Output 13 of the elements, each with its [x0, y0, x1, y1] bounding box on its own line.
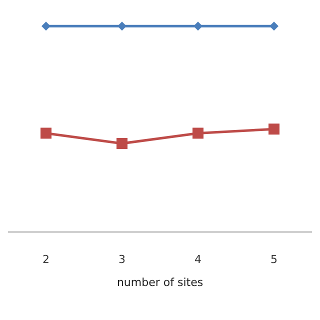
point	[192, 128, 204, 139]
point	[42, 22, 50, 31]
point	[116, 138, 128, 149]
point	[194, 22, 202, 31]
x-tick-label: 5	[270, 253, 278, 266]
point	[118, 22, 126, 31]
x-tick-label: 2	[42, 253, 50, 266]
x-axis-title: number of sites	[116, 276, 204, 289]
x-tick-label: 4	[194, 253, 202, 266]
point	[40, 128, 52, 139]
point	[268, 124, 280, 135]
x-tick-label: 3	[118, 253, 126, 266]
point	[270, 22, 278, 31]
